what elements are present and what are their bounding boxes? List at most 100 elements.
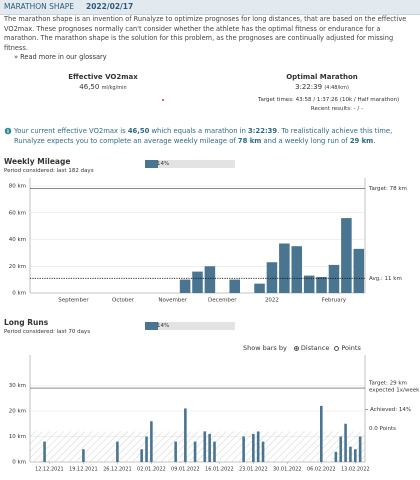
- bar: [208, 433, 211, 462]
- x-tick-label: 13.02.2022: [341, 467, 370, 473]
- chart-subtitle: Period considered: last 70 days: [4, 329, 91, 335]
- bar: [43, 441, 46, 462]
- info-highlight: 46,50: [127, 127, 150, 135]
- info-text-part: which equals a marathon in: [149, 127, 249, 135]
- x-tick-label: 30.01.2022: [273, 467, 302, 473]
- info-text-part: and a weekly long run of: [261, 136, 350, 145]
- target-label: Target: 78 km: [368, 186, 407, 192]
- x-tick-label: 09.01.2022: [171, 467, 200, 473]
- bar: [150, 421, 153, 462]
- bar: [140, 449, 143, 462]
- progress-fill: [145, 160, 158, 168]
- info-text: Your current effective VO2max is 46,50 w…: [14, 127, 416, 146]
- target-times: Target times: 43:58 / 1:37:26 (10k / Hal…: [258, 97, 400, 103]
- bar: [341, 218, 352, 293]
- bar: [328, 264, 340, 293]
- bar: [174, 441, 177, 462]
- y-tick-label: 20 km: [9, 409, 26, 415]
- info-icon: [4, 127, 12, 135]
- radio-button[interactable]: [293, 345, 299, 351]
- bar: [213, 441, 216, 462]
- bar: [316, 276, 327, 293]
- y-tick-label: 30 km: [9, 383, 26, 389]
- x-tick-label: October: [112, 298, 135, 304]
- bar: [266, 262, 278, 293]
- x-tick-label: February: [322, 298, 347, 304]
- bar: [256, 431, 260, 462]
- x-tick-label: 23.01.2022: [239, 467, 268, 473]
- info-highlight: 29 km: [349, 136, 374, 145]
- marathon-value-row: 3:22:39 (4:48/km): [262, 83, 382, 91]
- achieved-label: Achieved: 14%: [370, 407, 411, 413]
- chart-subtitle: Period considered: last 182 days: [4, 168, 94, 174]
- progress-bar: 14%: [145, 322, 235, 330]
- marathon-label: Optimal Marathon: [286, 73, 358, 81]
- bar: [353, 248, 365, 293]
- info-highlight: 3:22:39: [248, 127, 278, 135]
- bar: [261, 441, 265, 462]
- bar: [252, 433, 255, 462]
- bar: [184, 408, 187, 462]
- y-tick-label: 80 km: [9, 184, 26, 190]
- y-tick-label: 40 km: [9, 237, 26, 243]
- bar: [344, 423, 347, 462]
- bar: [339, 436, 343, 462]
- info-highlight: 78 km: [237, 136, 262, 145]
- control-label: Show bars by: [243, 344, 287, 352]
- x-tick-label: 19.12.2021: [69, 467, 98, 473]
- bar: [303, 275, 315, 293]
- info-text-part: . To realistically achieve this time, Ru…: [14, 127, 393, 145]
- x-tick-label: 26.12.2021: [103, 467, 132, 473]
- vo2max-unit: ml/kg/min: [101, 85, 127, 91]
- bar: [192, 271, 203, 293]
- y-tick-label: 60 km: [9, 210, 26, 216]
- x-tick-label: 16.01.2022: [205, 467, 234, 473]
- marathon-time: 3:22:39: [295, 83, 323, 91]
- x-tick-label: 06.02.2022: [307, 467, 336, 473]
- y-tick-label: 20 km: [9, 264, 26, 270]
- bar: [203, 431, 207, 462]
- y-tick-label: 10 km: [9, 434, 26, 440]
- x-tick-label: November: [158, 298, 187, 304]
- header-bar: MARATHON SHAPE 2022/02/17: [0, 0, 420, 15]
- vo2max-label: Effective VO2max: [68, 73, 138, 81]
- bar: [145, 436, 148, 462]
- progress-bar: 14%: [145, 160, 235, 168]
- chart-title: Weekly Mileage: [4, 157, 71, 166]
- progress-label: 14%: [157, 161, 170, 167]
- y-tick-label: 0 km: [12, 460, 26, 466]
- radio-button[interactable]: [334, 345, 340, 351]
- recent-results: Recent results: - / -: [310, 106, 363, 112]
- target-note: expected 1x/week: [369, 388, 420, 394]
- vo2max-value-row: 46,50 ml/kg/min: [43, 83, 163, 91]
- target-label: Target: 29 km: [368, 381, 407, 387]
- radio-label[interactable]: Points: [341, 344, 361, 352]
- x-tick-label: 12.12.2021: [35, 467, 64, 473]
- bar: [82, 449, 85, 462]
- average-label: Avg.: 11 km: [369, 276, 402, 282]
- progress-fill: [145, 322, 158, 330]
- page-title: MARATHON SHAPE: [4, 2, 74, 11]
- bar: [179, 279, 191, 293]
- bar-mode-control: Show bars by Distance Points: [243, 344, 361, 352]
- x-tick-label: 2022: [265, 298, 279, 304]
- x-tick-label: September: [58, 298, 89, 304]
- radio-label[interactable]: Distance: [300, 344, 330, 352]
- x-tick-label: December: [208, 298, 237, 304]
- bar: [254, 283, 265, 293]
- glossary-link[interactable]: » Read more in our glossary: [14, 53, 107, 61]
- marathon-pace: (4:48/km): [324, 85, 349, 91]
- bar: [349, 446, 352, 462]
- info-text-part: .: [373, 136, 376, 145]
- bar: [334, 451, 338, 462]
- y-tick-label: 0 km: [12, 291, 26, 297]
- bar: [320, 405, 323, 462]
- bar: [242, 436, 245, 462]
- bar: [204, 266, 216, 293]
- bar: [291, 246, 303, 293]
- chart-title: Long Runs: [4, 318, 49, 327]
- info-text-part: Your current effective VO2max is: [14, 127, 128, 135]
- threshold-area: [30, 431, 365, 462]
